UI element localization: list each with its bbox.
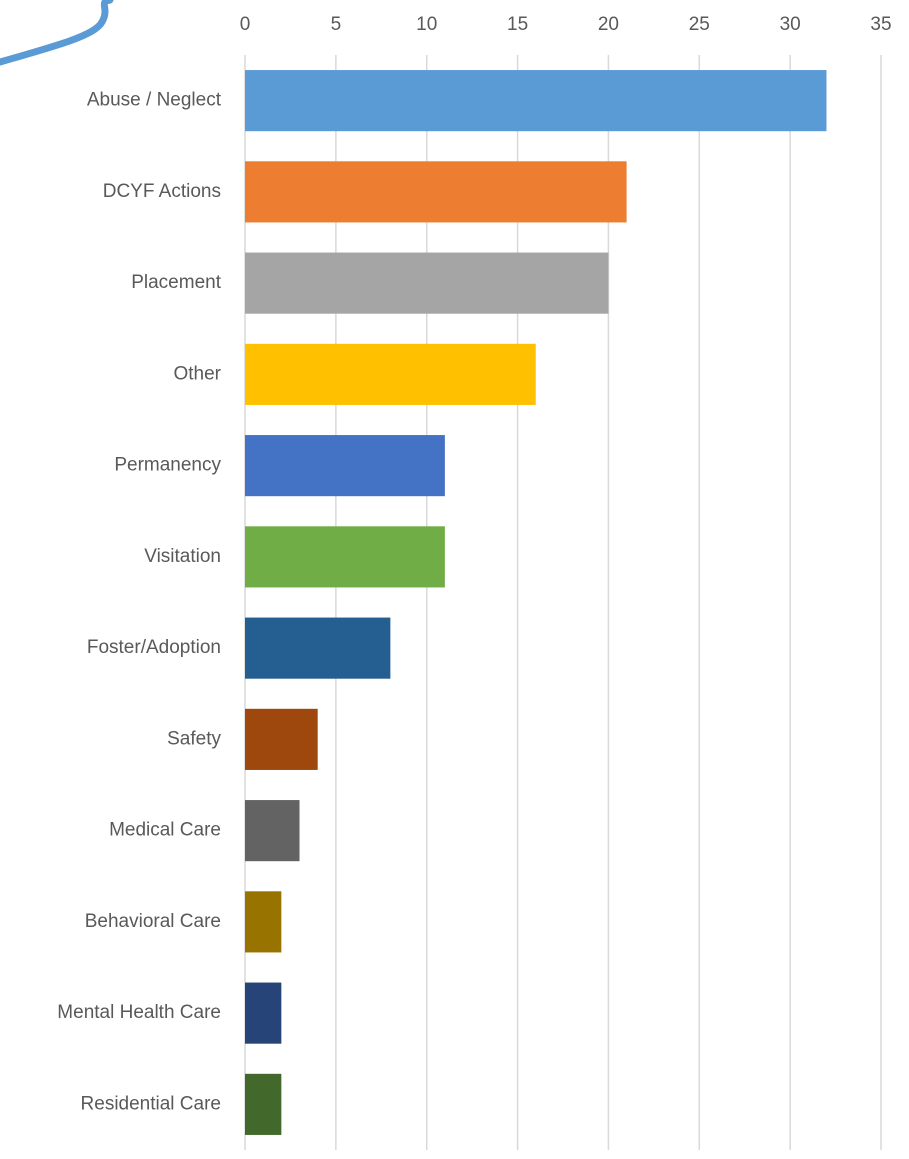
bar — [245, 800, 300, 862]
x-tick-label: 20 — [598, 14, 619, 35]
decorative-curve — [0, 0, 114, 66]
bar — [245, 252, 609, 314]
y-tick-label: Safety — [167, 728, 221, 749]
bar — [245, 617, 391, 679]
bar — [245, 435, 445, 497]
bar — [245, 708, 318, 770]
y-tick-label: Visitation — [144, 546, 221, 567]
x-tick-label: 35 — [870, 14, 891, 35]
bar — [245, 70, 827, 132]
y-tick-label: Mental Health Care — [57, 1002, 221, 1023]
y-tick-label: Abuse / Neglect — [87, 90, 222, 111]
x-tick-label: 5 — [331, 14, 342, 35]
bar — [245, 526, 445, 588]
y-tick-label: DCYF Actions — [103, 181, 221, 202]
x-tick-label: 30 — [780, 14, 801, 35]
bar — [245, 1073, 282, 1135]
y-tick-label: Medical Care — [109, 820, 221, 841]
y-tick-label: Foster/Adoption — [87, 637, 221, 658]
bar — [245, 891, 282, 953]
bar — [245, 982, 282, 1044]
bar — [245, 343, 536, 405]
x-tick-label: 25 — [689, 14, 710, 35]
bar — [245, 161, 627, 223]
x-tick-label: 10 — [416, 14, 437, 35]
y-tick-label: Behavioral Care — [85, 911, 221, 932]
x-tick-label: 0 — [240, 14, 251, 35]
x-tick-label: 15 — [507, 14, 528, 35]
y-tick-label: Residential Care — [81, 1093, 221, 1114]
y-tick-label: Placement — [131, 272, 221, 293]
y-tick-label: Other — [173, 363, 221, 384]
y-tick-label: Permanency — [114, 455, 221, 476]
